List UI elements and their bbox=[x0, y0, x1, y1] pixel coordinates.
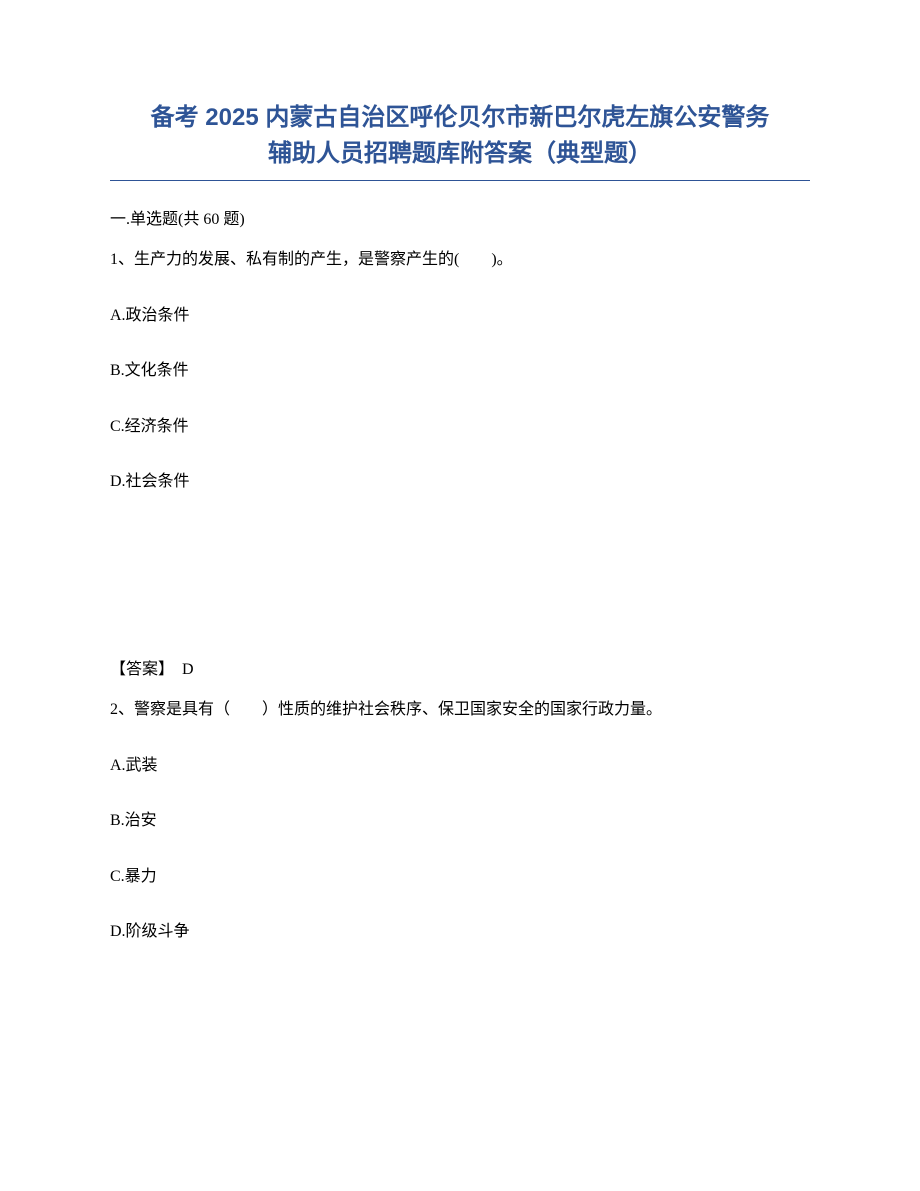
question-1-stem: 1、生产力的发展、私有制的产生，是警察产生的( )。 bbox=[110, 247, 810, 273]
question-1-option-d: D.社会条件 bbox=[110, 469, 810, 495]
question-1-answer: 【答案】 D bbox=[110, 655, 810, 679]
question-2-option-a: A.武装 bbox=[110, 753, 810, 779]
title-underline bbox=[110, 180, 810, 181]
title-line-2: 辅助人员招聘题库附答案（典型题） bbox=[110, 136, 810, 172]
question-2-option-c: C.暴力 bbox=[110, 864, 810, 890]
answer-value: D bbox=[182, 661, 194, 678]
question-1-option-b: B.文化条件 bbox=[110, 358, 810, 384]
question-1-option-c: C.经济条件 bbox=[110, 414, 810, 440]
question-2-option-d: D.阶级斗争 bbox=[110, 919, 810, 945]
section-heading: 一.单选题(共 60 题) bbox=[110, 205, 810, 229]
answer-label: 【答案】 bbox=[110, 661, 174, 678]
question-2-stem: 2、警察是具有（ ）性质的维护社会秩序、保卫国家安全的国家行政力量。 bbox=[110, 697, 810, 723]
question-1-option-a: A.政治条件 bbox=[110, 303, 810, 329]
title-line-1: 备考 2025 内蒙古自治区呼伦贝尔市新巴尔虎左旗公安警务 bbox=[110, 100, 810, 136]
document-title: 备考 2025 内蒙古自治区呼伦贝尔市新巴尔虎左旗公安警务 辅助人员招聘题库附答… bbox=[110, 100, 810, 172]
question-2-option-b: B.治安 bbox=[110, 808, 810, 834]
